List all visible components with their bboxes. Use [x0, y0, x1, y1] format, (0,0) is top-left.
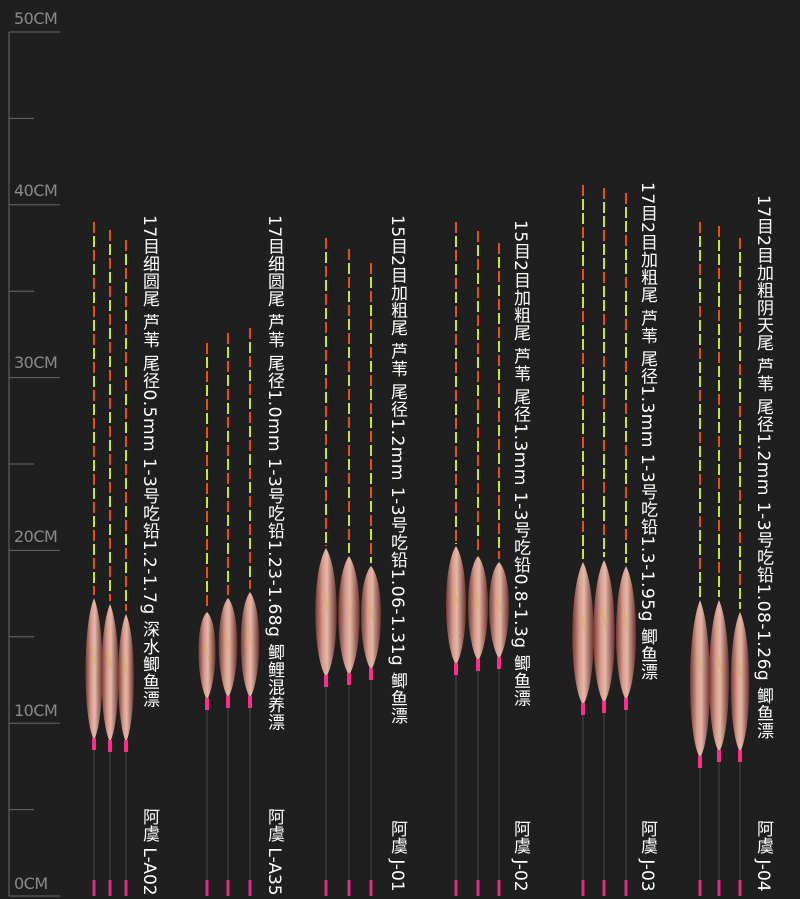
- float-body-decoration: [697, 655, 703, 674]
- float-stem-end: [698, 880, 702, 896]
- float-body: [338, 556, 360, 675]
- float-body: [690, 600, 710, 758]
- float-base-ring: [248, 696, 252, 708]
- float-body-decoration: [716, 653, 722, 672]
- float-body-decoration: [204, 642, 210, 661]
- float-stem-end: [624, 880, 628, 896]
- ruler-label-0cm: 0CM: [14, 874, 48, 893]
- float-base-ring: [324, 675, 328, 687]
- float-body-decoration: [623, 612, 629, 632]
- float-stem-end: [717, 880, 721, 896]
- float-body-decoration: [346, 597, 352, 616]
- float-stem-end: [108, 880, 112, 896]
- product-spec-j-02: 15目2目加粗尾 芦苇 尾径1.3mm 1-3号吃铅0.8-1.3g 鲫鱼漂: [510, 220, 530, 707]
- float-base-ring: [497, 657, 501, 669]
- product-spec-j-01: 15目2目加粗尾 芦苇 尾径1.2mm 1-3号吃铅1.06-1.31g 鲫鱼漂: [387, 215, 407, 725]
- float-base-ring: [454, 663, 458, 675]
- float-stem-end: [497, 880, 501, 896]
- float-base-ring: [369, 668, 373, 680]
- float-base-ring: [717, 750, 721, 762]
- float-body-decoration: [123, 658, 129, 677]
- float-body-decoration: [580, 611, 586, 631]
- product-model-j-02: 阿虞 J-02: [510, 820, 530, 892]
- float-body: [198, 612, 216, 700]
- float-base-ring: [738, 750, 742, 762]
- float-body-decoration: [737, 660, 743, 680]
- ruler-label-10cm: 10CM: [14, 701, 58, 720]
- float-body: [709, 600, 729, 752]
- float-base-ring: [226, 696, 230, 708]
- float-body-decoration: [601, 609, 607, 629]
- float-stem-end: [602, 880, 606, 896]
- float-body: [240, 592, 260, 698]
- product-spec-l-a02: 17目细圆尾 芦苇 尾径0.5mm 1-3号吃铅1.2-1.7g 深水鲫鱼漂: [139, 215, 159, 709]
- float-stem-end: [226, 880, 230, 896]
- float-base-ring: [92, 738, 96, 750]
- float-body: [361, 566, 381, 670]
- float-body-decoration: [453, 587, 459, 606]
- float-body: [489, 562, 509, 659]
- float-body: [468, 556, 488, 661]
- float-body: [572, 562, 594, 705]
- float-body-decoration: [496, 595, 502, 615]
- float-body-decoration: [247, 628, 253, 648]
- ruler-label-50cm: 50CM: [14, 9, 58, 28]
- float-stem-end: [324, 880, 328, 896]
- product-model-j-01: 阿虞 J-01: [387, 820, 407, 892]
- float-base-ring: [124, 740, 128, 752]
- float-base-ring: [624, 698, 628, 710]
- float-base-ring: [602, 701, 606, 713]
- ruler-label-20cm: 20CM: [14, 527, 58, 546]
- float-stem-end: [454, 880, 458, 896]
- float-body: [101, 604, 119, 742]
- float-stem-end: [205, 880, 209, 896]
- ruler-label-40cm: 40CM: [14, 181, 58, 200]
- product-model-j-03: 阿虞 J-03: [637, 820, 657, 892]
- float-body-decoration: [368, 602, 374, 621]
- float-body-decoration: [107, 652, 113, 671]
- float-stem-end: [476, 880, 480, 896]
- float-base-ring: [581, 703, 585, 715]
- float-body: [593, 560, 615, 703]
- float-body: [85, 598, 103, 740]
- float-body: [616, 566, 636, 700]
- product-spec-j-03: 17目2目加粗尾 芦苇 尾径1.3mm 1-3号吃铅1.3-1.95g 鲫鱼漂: [637, 182, 657, 681]
- float-base-ring: [205, 698, 209, 710]
- float-stem-end: [581, 880, 585, 896]
- product-spec-l-a35: 17目细圆尾 芦苇 尾径1.0mm 1-3号吃铅1.23-1.68g 鲫鲤混养漂: [264, 215, 284, 731]
- float-stem-end: [92, 880, 96, 896]
- float-body: [218, 598, 238, 698]
- float-body-decoration: [225, 632, 231, 652]
- float-stem-end: [369, 880, 373, 896]
- product-spec-j-04: 17目2目加粗阴天尾 芦苇 尾径1.2mm 1-3号吃铅1.08-1.26g 鲫…: [753, 195, 773, 740]
- float-base-ring: [476, 659, 480, 671]
- product-model-j-04: 阿虞 J-04: [753, 820, 773, 892]
- product-model-l-a35: 阿虞 L-A35: [264, 808, 284, 896]
- ruler-label-30cm: 30CM: [14, 353, 58, 372]
- float-body-decoration: [91, 647, 97, 666]
- float-stem-end: [738, 880, 742, 896]
- float-body: [118, 614, 134, 742]
- float-body: [730, 612, 750, 752]
- float-base-ring: [698, 756, 702, 768]
- float-base-ring: [108, 740, 112, 752]
- float-body-decoration: [323, 593, 329, 612]
- float-body: [446, 546, 466, 665]
- float-stem-end: [124, 880, 128, 896]
- product-model-l-a02: 阿虞 L-A02: [139, 808, 159, 896]
- float-stem-end: [248, 880, 252, 896]
- float-body-decoration: [475, 592, 481, 611]
- float-body: [315, 548, 337, 677]
- float-stem-end: [347, 880, 351, 896]
- float-base-ring: [347, 673, 351, 685]
